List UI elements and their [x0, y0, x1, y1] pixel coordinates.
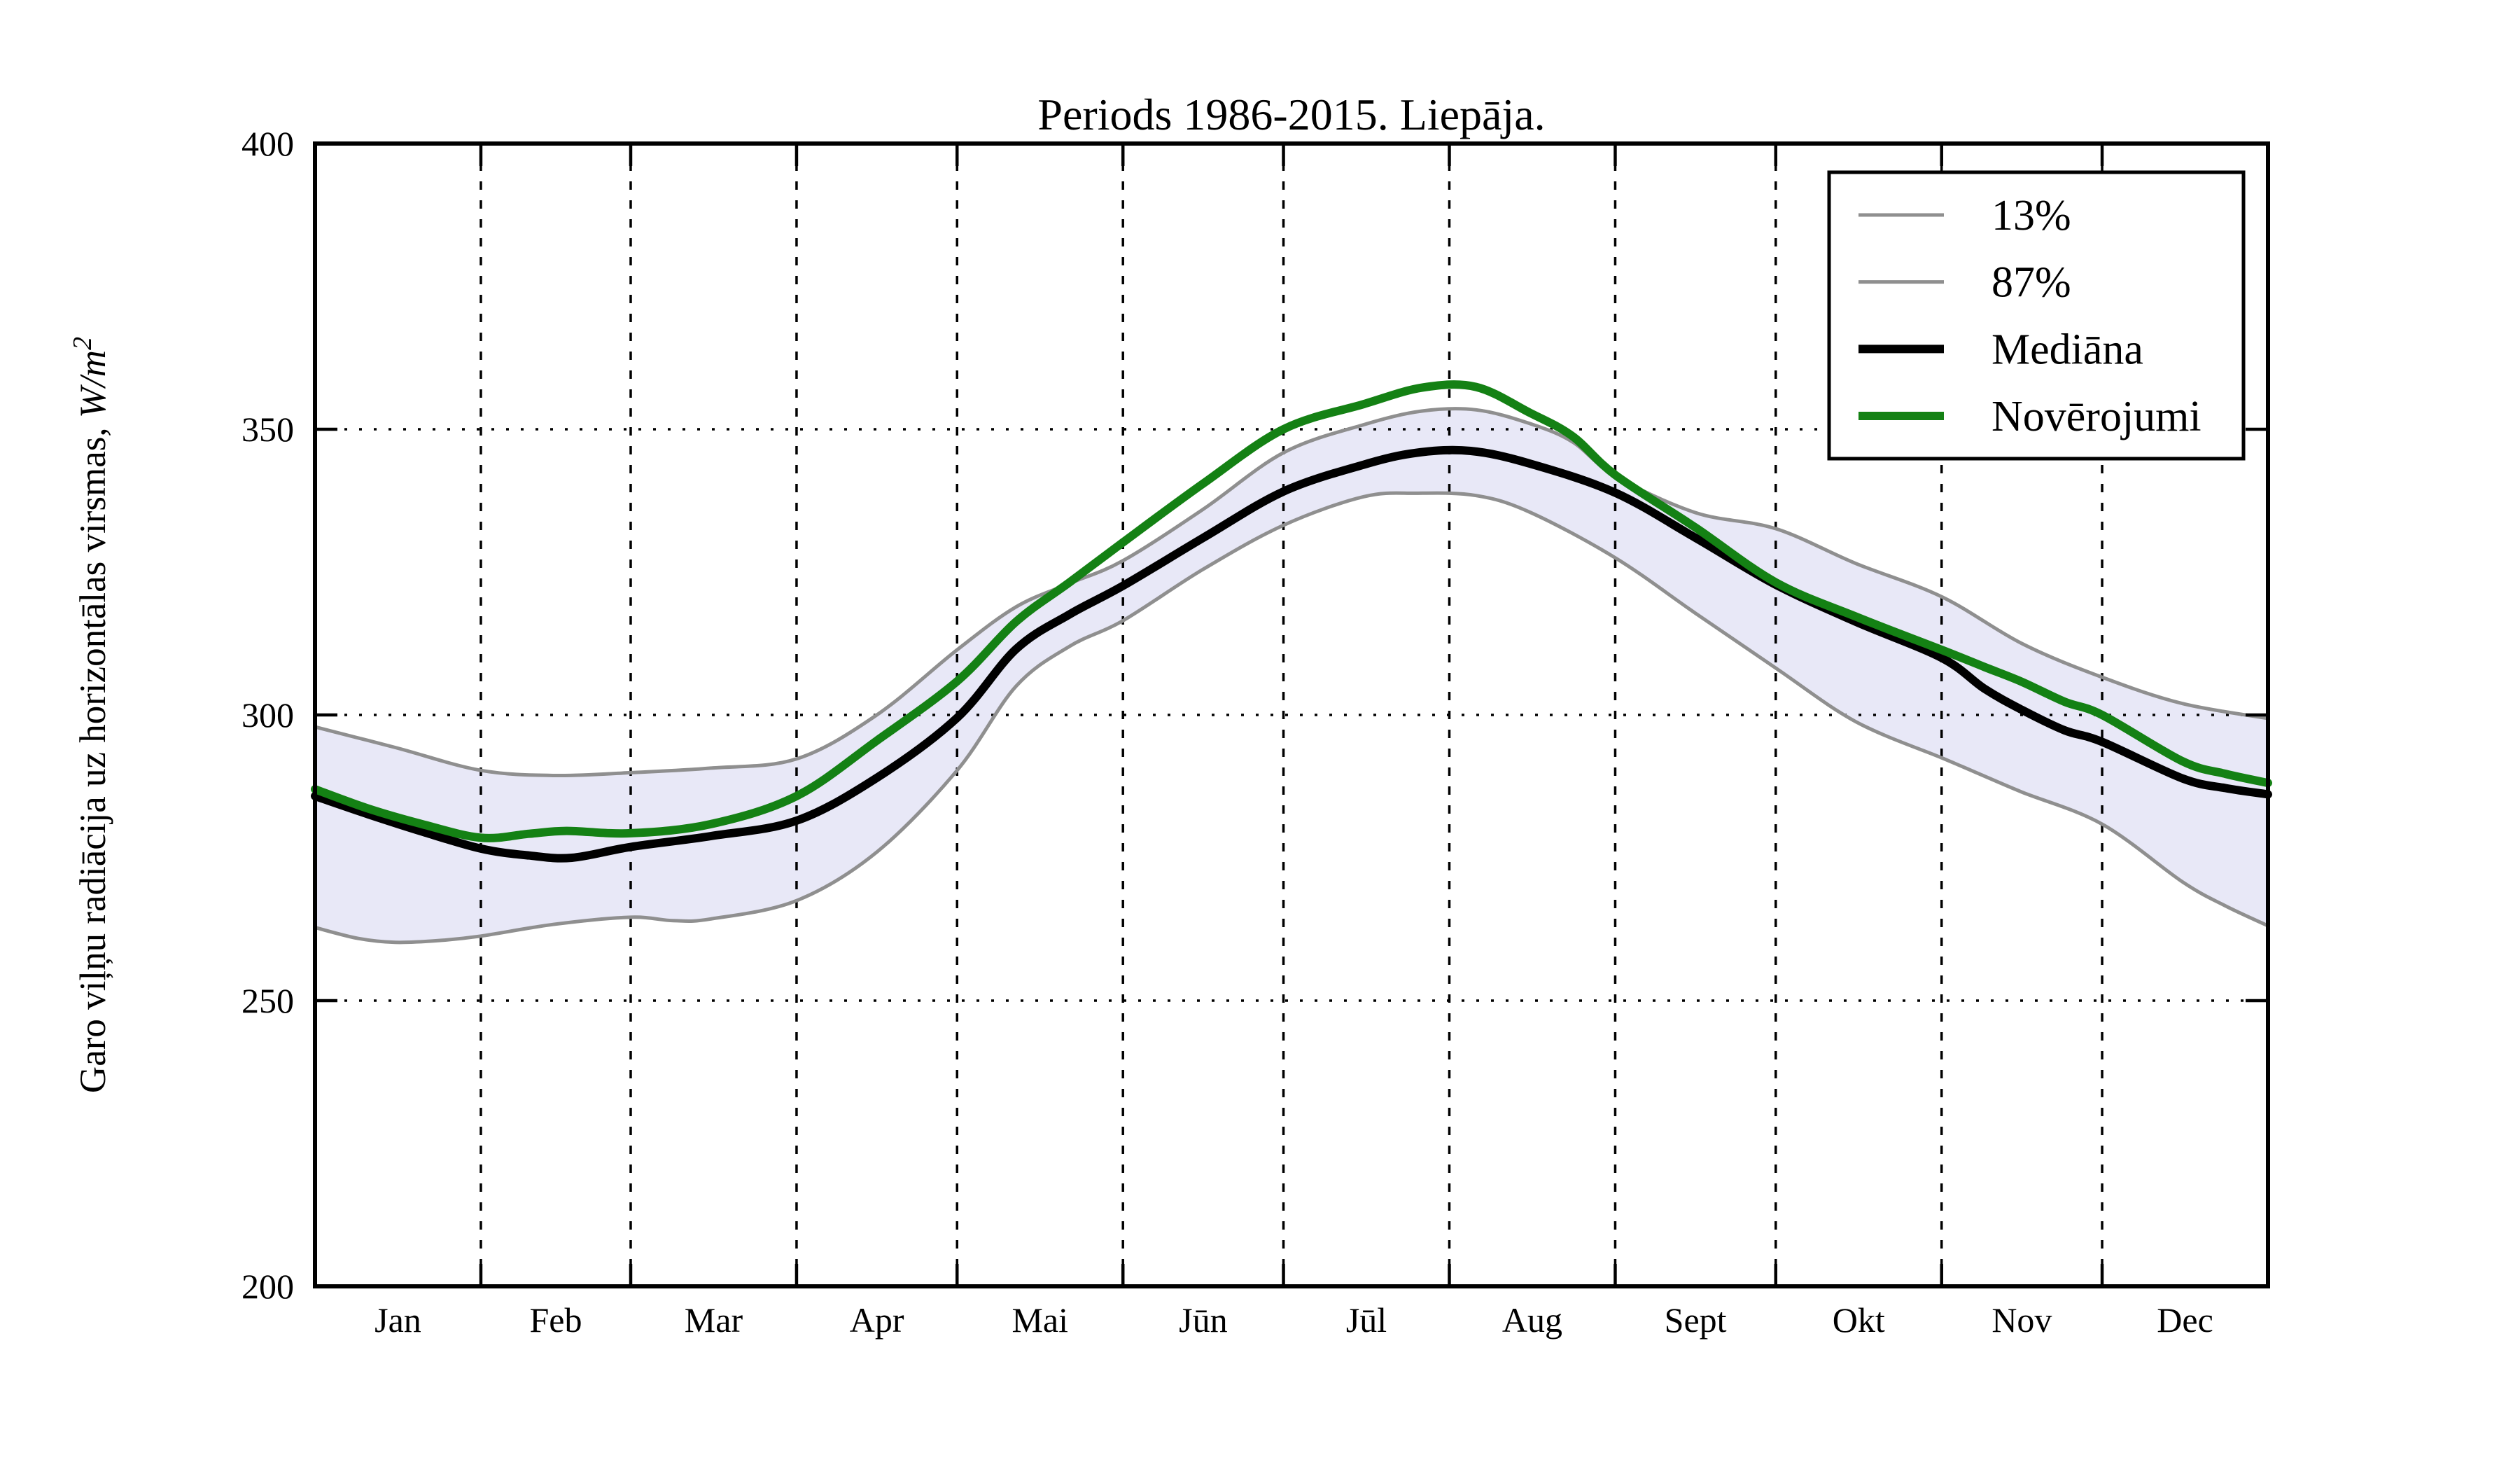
x-tick-label: Jūl [1346, 1300, 1387, 1340]
legend-box [1827, 170, 2246, 461]
tick-mark-layer [315, 144, 2268, 1286]
y-tick-label: 250 [241, 981, 294, 1020]
y-axis-label: Garo viļņu radiācija uz horizontālas vir… [68, 337, 113, 1093]
x-tick-label: Mai [1011, 1300, 1068, 1340]
x-tick-label: Jūn [1179, 1300, 1227, 1340]
median-line [311, 445, 2272, 863]
x-tick-label: Aug [1502, 1300, 1562, 1340]
percentile-87-line [313, 407, 2270, 778]
x-tick-label: Dec [2157, 1300, 2213, 1340]
y-tick-label: 400 [241, 124, 294, 163]
y-tick-label: 350 [241, 410, 294, 449]
observations-line [311, 380, 2272, 842]
percentile-band-layer [315, 408, 2268, 943]
series-line-layer [311, 380, 2272, 945]
x-tick-label: Nov [1991, 1300, 2052, 1340]
x-tick-label: Sept [1665, 1300, 1727, 1340]
legend-item-label: Mediāna [1991, 326, 2143, 373]
tick-label-layer: 200 250 300 350 400 Jan Feb Mar Apr Mai Jūn Jūl Aug S… [241, 124, 2213, 1340]
percentile-band-fill [315, 408, 2268, 943]
x-tick-label: Feb [529, 1300, 582, 1340]
legend-item-label: 13% [1991, 192, 2071, 239]
x-tick-label: Mar [685, 1300, 743, 1340]
y-tick-label: 300 [241, 695, 294, 735]
legend: 13% 87% Mediāna Novērojumi [1827, 170, 2246, 461]
y-tick-label: 200 [241, 1267, 294, 1306]
chart-title: Periods 1986-2015. Liepāja. [1037, 90, 1545, 139]
legend-item-label: Novērojumi [1991, 393, 2202, 440]
x-tick-label: Jan [374, 1300, 421, 1340]
percentile-13-line [313, 491, 2270, 945]
x-tick-label: Okt [1833, 1300, 1885, 1340]
legend-item-label: 87% [1991, 259, 2071, 307]
x-tick-label: Apr [850, 1300, 904, 1340]
